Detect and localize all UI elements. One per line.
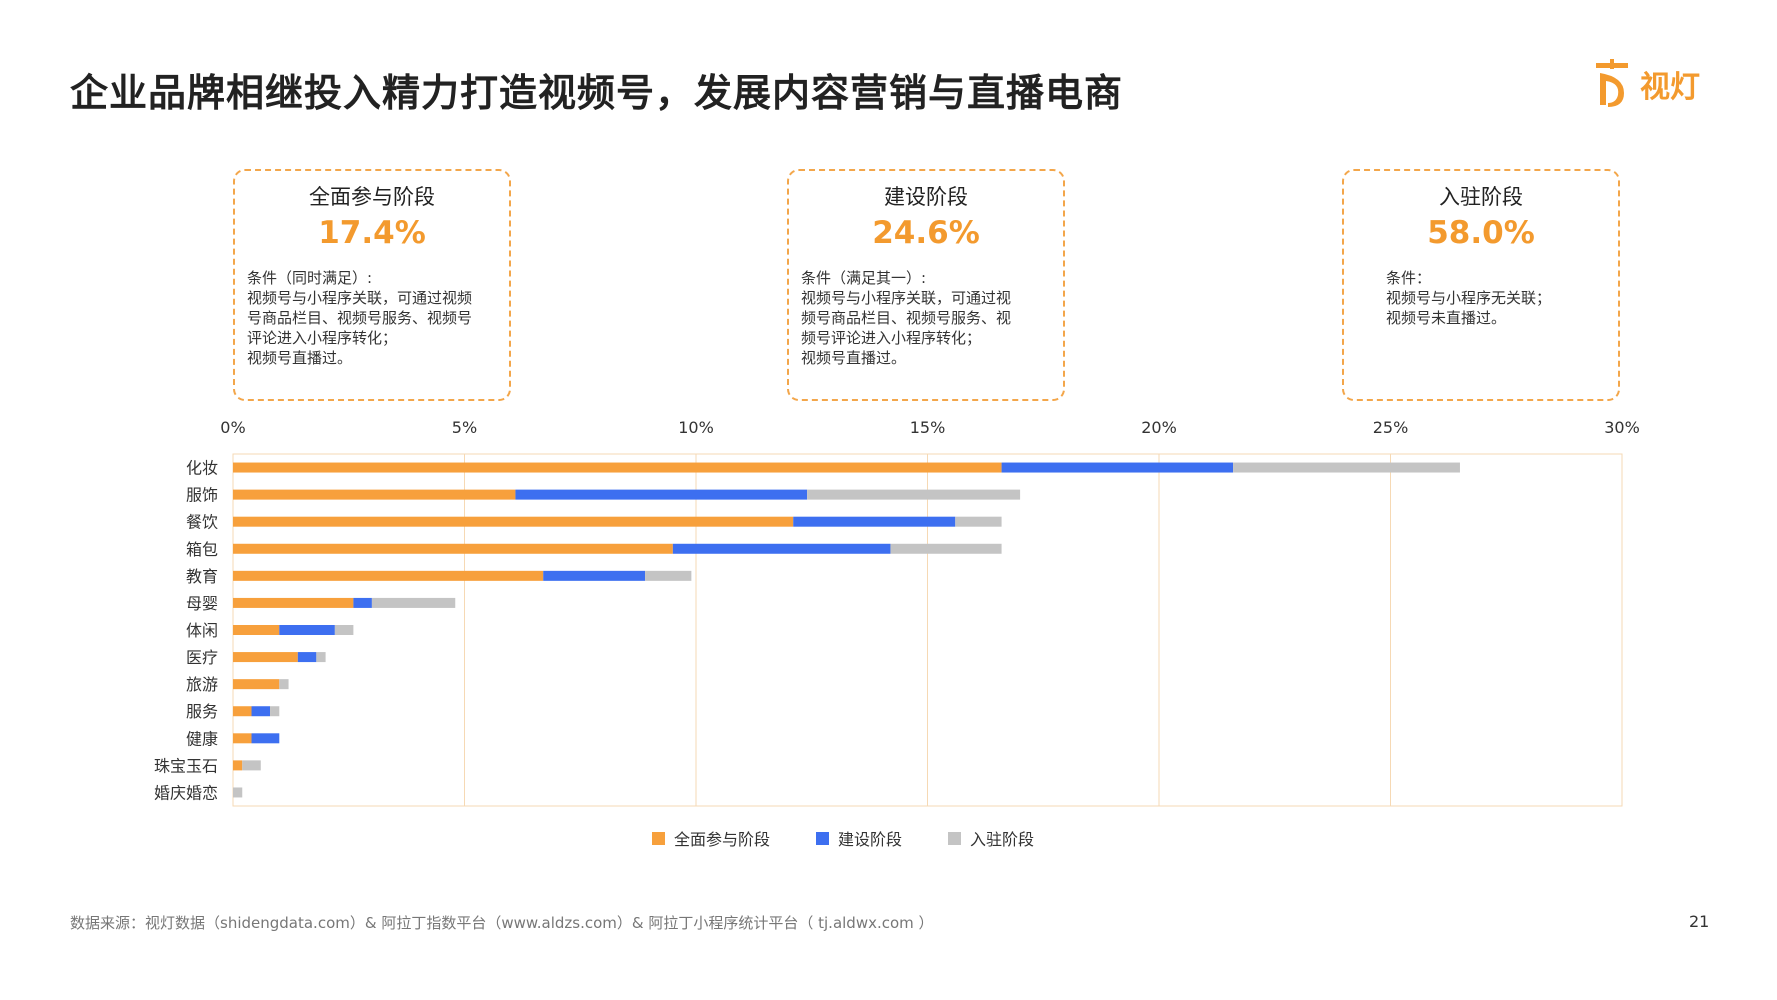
condition-line: 视频号直播过。 xyxy=(247,349,353,367)
bar-segment-settle xyxy=(1233,462,1460,473)
category-label: 婚庆婚恋 xyxy=(154,783,218,802)
bar-segment-settle xyxy=(279,679,289,690)
x-tick-label: 10% xyxy=(678,418,714,437)
bar-segment-settle xyxy=(890,543,1002,554)
condition-line: 视频号与小程序无关联； xyxy=(1386,289,1552,307)
condition-line: 评论进入小程序转化； xyxy=(247,329,398,347)
category-label: 服饰 xyxy=(186,486,218,505)
data-source-footer: 数据来源：视灯数据（shidengdata.com）& 阿拉丁指数平台（www.… xyxy=(70,914,934,932)
category-label: 服务 xyxy=(186,702,218,721)
legend-item-build: 建设阶段 xyxy=(816,826,902,850)
legend-label: 全面参与阶段 xyxy=(674,830,771,849)
condition-line: 频号评论进入小程序转化； xyxy=(801,329,982,347)
stage-conditions: 条件（同时满足）: 视频号与小程序关联，可通过视频 号商品栏目、视频号服务、视频… xyxy=(247,268,499,368)
bar-segment-settle xyxy=(242,760,261,771)
category-label: 餐饮 xyxy=(186,513,218,532)
bar-segment-settle xyxy=(955,516,1002,527)
x-tick-label: 5% xyxy=(452,418,477,437)
legend-swatch xyxy=(816,831,830,845)
bar-segment-settle xyxy=(233,787,243,798)
x-tick-label: 15% xyxy=(910,418,946,437)
stage-title: 全面参与阶段 xyxy=(309,185,435,209)
stage-card-settle: 入驻阶段 58.0% 条件： 视频号与小程序无关联； 视频号未直播过。 xyxy=(1342,169,1620,401)
x-tick-label: 25% xyxy=(1373,418,1409,437)
condition-line: 条件（满足其一）: xyxy=(801,269,927,287)
condition-line: 号商品栏目、视频号服务、视频号 xyxy=(247,309,473,327)
stage-percent: 17.4% xyxy=(318,215,426,251)
bar-segment-full xyxy=(233,733,252,744)
bar-segment-full xyxy=(233,652,298,663)
legend-swatch xyxy=(652,831,665,845)
stage-card-full: 全面参与阶段 17.4% 条件（同时满足）: 视频号与小程序关联，可通过视频 号… xyxy=(233,169,511,401)
category-label: 旅游 xyxy=(186,675,218,694)
page-number: 21 xyxy=(1689,912,1710,931)
bar-segment-full xyxy=(233,462,1002,473)
bar-segment-full xyxy=(233,543,673,554)
bar-segment-full xyxy=(233,679,280,690)
bar-segment-full xyxy=(233,516,794,527)
bar-segment-settle xyxy=(270,706,280,717)
bar-segment-full xyxy=(233,760,243,771)
bar-segment-full xyxy=(233,597,354,608)
legend-swatch xyxy=(948,831,962,845)
condition-line: 视频号未直播过。 xyxy=(1386,309,1507,327)
stage-title: 入驻阶段 xyxy=(1439,185,1523,209)
stage-percent: 58.0% xyxy=(1427,215,1535,251)
condition-line: 条件（同时满足）: xyxy=(247,269,373,287)
bar-segment-build xyxy=(297,652,317,663)
lamp-logo-icon xyxy=(1596,59,1628,107)
category-label: 体闲 xyxy=(186,621,218,640)
category-label: 箱包 xyxy=(186,540,218,559)
stage-card-build: 建设阶段 24.6% 条件（满足其一）: 视频号与小程序关联，可通过视 频号商品… xyxy=(787,169,1065,401)
legend-item-settle: 入驻阶段 xyxy=(948,826,1034,850)
bar-segment-settle xyxy=(316,652,326,663)
bar-segment-settle xyxy=(334,625,354,635)
legend-label: 建设阶段 xyxy=(838,830,903,849)
bar-segment-build xyxy=(793,516,956,527)
bar-segment-full xyxy=(233,570,544,581)
legend-item-full: 全面参与阶段 xyxy=(652,826,770,850)
bar-segment-settle xyxy=(807,489,1021,500)
x-tick-label: 20% xyxy=(1141,418,1177,437)
bar-segment-build xyxy=(251,706,271,717)
condition-line: 条件： xyxy=(1386,269,1432,287)
category-label: 母婴 xyxy=(186,594,218,613)
stage-percent: 24.6% xyxy=(872,215,980,251)
x-tick-label: 0% xyxy=(220,418,245,437)
bar-segment-build xyxy=(251,733,280,744)
bar-segment-full xyxy=(233,706,252,717)
category-label: 教育 xyxy=(186,567,218,586)
condition-line: 频号商品栏目、视频号服务、视 xyxy=(801,309,1012,327)
bar-segment-full xyxy=(233,489,516,500)
condition-line: 视频号直播过。 xyxy=(801,349,907,367)
bar-segment-settle xyxy=(371,597,456,608)
bar-segment-full xyxy=(233,625,280,635)
bar-segment-build xyxy=(543,570,646,581)
bar-segment-build xyxy=(515,489,808,500)
chart-legend: 全面参与阶段 建设阶段 入驻阶段 xyxy=(652,826,1080,850)
brand-logo: 视灯 xyxy=(1590,56,1720,112)
category-label: 化妆 xyxy=(186,459,218,478)
stage-conditions: 条件： 视频号与小程序无关联； 视频号未直播过。 xyxy=(1386,268,1608,328)
legend-label: 入驻阶段 xyxy=(970,830,1035,849)
condition-line: 视频号与小程序关联，可通过视频 xyxy=(247,289,473,307)
bar-segment-settle xyxy=(645,570,692,581)
bar-segment-build xyxy=(279,625,335,635)
category-label: 健康 xyxy=(186,729,218,748)
bar-segment-build xyxy=(1001,462,1234,473)
page-title: 企业品牌相继投入精力打造视频号，发展内容营销与直播电商 xyxy=(70,71,1124,115)
x-tick-label: 30% xyxy=(1604,418,1640,437)
bar-segment-build xyxy=(672,543,891,554)
bar-segment-build xyxy=(353,597,372,608)
stage-conditions: 条件（满足其一）: 视频号与小程序关联，可通过视 频号商品栏目、视频号服务、视 … xyxy=(801,268,1053,368)
logo-text: 视灯 xyxy=(1640,70,1700,105)
category-label: 珠宝玉石 xyxy=(154,756,218,775)
category-label: 医疗 xyxy=(186,648,218,667)
condition-line: 视频号与小程序关联，可通过视 xyxy=(801,289,1012,307)
stage-title: 建设阶段 xyxy=(884,185,968,209)
